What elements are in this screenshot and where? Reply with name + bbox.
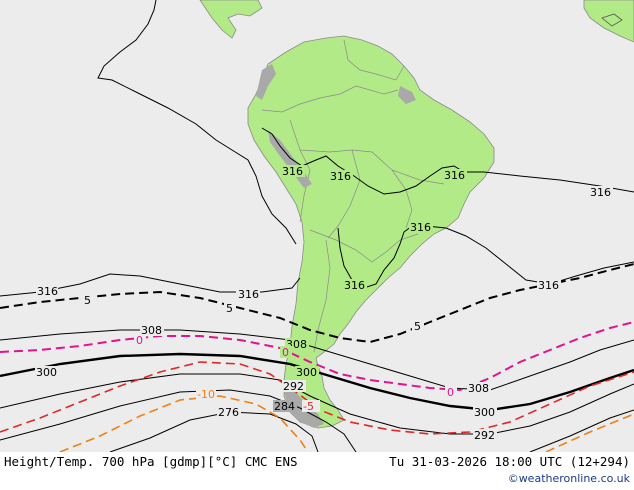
contour-316-amazon xyxy=(261,127,634,195)
contour-292-east xyxy=(529,409,634,452)
label-temp-minus5: -5 xyxy=(303,400,314,413)
temp-labels: 5 5 5 0 0 0 -5 -10 xyxy=(82,294,457,413)
label-temp-0: 0 xyxy=(136,334,143,347)
isotherm-0 xyxy=(0,321,634,392)
label-276: 276 xyxy=(218,406,239,419)
valid-time: Tu 31-03-2026 18:00 UTC (12+294) xyxy=(389,454,630,469)
contour-284 xyxy=(0,389,357,452)
label-316: 316 xyxy=(590,186,611,199)
contour-316-west xyxy=(0,0,301,297)
contour-292 xyxy=(0,373,634,435)
height-labels-316: 316 316 316 316 316 316 316 316 316 xyxy=(36,165,613,301)
label-316: 316 xyxy=(410,221,431,234)
label-temp-0: 0 xyxy=(282,346,289,359)
map-title: Height/Temp. 700 hPa [gdmp][°C] CMC ENS xyxy=(4,454,298,469)
map-footer: Height/Temp. 700 hPa [gdmp][°C] CMC ENS … xyxy=(0,452,634,490)
label-308: 308 xyxy=(468,382,489,395)
label-316: 316 xyxy=(344,279,365,292)
map-canvas: 316 316 316 316 316 316 316 316 316 308 … xyxy=(0,0,634,452)
label-284: 284 xyxy=(274,400,295,413)
isotherm-minus10 xyxy=(59,395,309,452)
weather-map: 316 316 316 316 316 316 316 316 316 308 … xyxy=(0,0,634,452)
credit-link[interactable]: ©weatheronline.co.uk xyxy=(507,472,630,485)
label-temp-minus10: -10 xyxy=(197,388,215,401)
country-borders xyxy=(261,39,445,353)
highland-andes-north xyxy=(256,64,276,100)
label-316: 316 xyxy=(37,285,58,298)
label-292: 292 xyxy=(474,429,495,442)
label-316: 316 xyxy=(282,165,303,178)
label-316: 316 xyxy=(238,288,259,301)
label-292: 292 xyxy=(283,380,304,393)
label-temp-5: 5 xyxy=(84,294,91,307)
caribbean-island-small xyxy=(601,13,623,27)
label-316: 316 xyxy=(330,170,351,183)
label-temp-5: 5 xyxy=(414,320,421,333)
label-temp-5: 5 xyxy=(226,302,233,315)
label-300: 300 xyxy=(296,366,317,379)
contour-300 xyxy=(0,352,634,412)
label-300: 300 xyxy=(36,366,57,379)
label-temp-0: 0 xyxy=(447,386,454,399)
isotherm-minus10-east xyxy=(545,413,634,452)
label-308: 308 xyxy=(141,324,162,337)
contour-276 xyxy=(109,411,319,452)
label-316: 316 xyxy=(538,279,559,292)
central-america xyxy=(199,0,263,39)
highland-brazil xyxy=(398,86,416,104)
label-300: 300 xyxy=(474,406,495,419)
label-316: 316 xyxy=(444,169,465,182)
